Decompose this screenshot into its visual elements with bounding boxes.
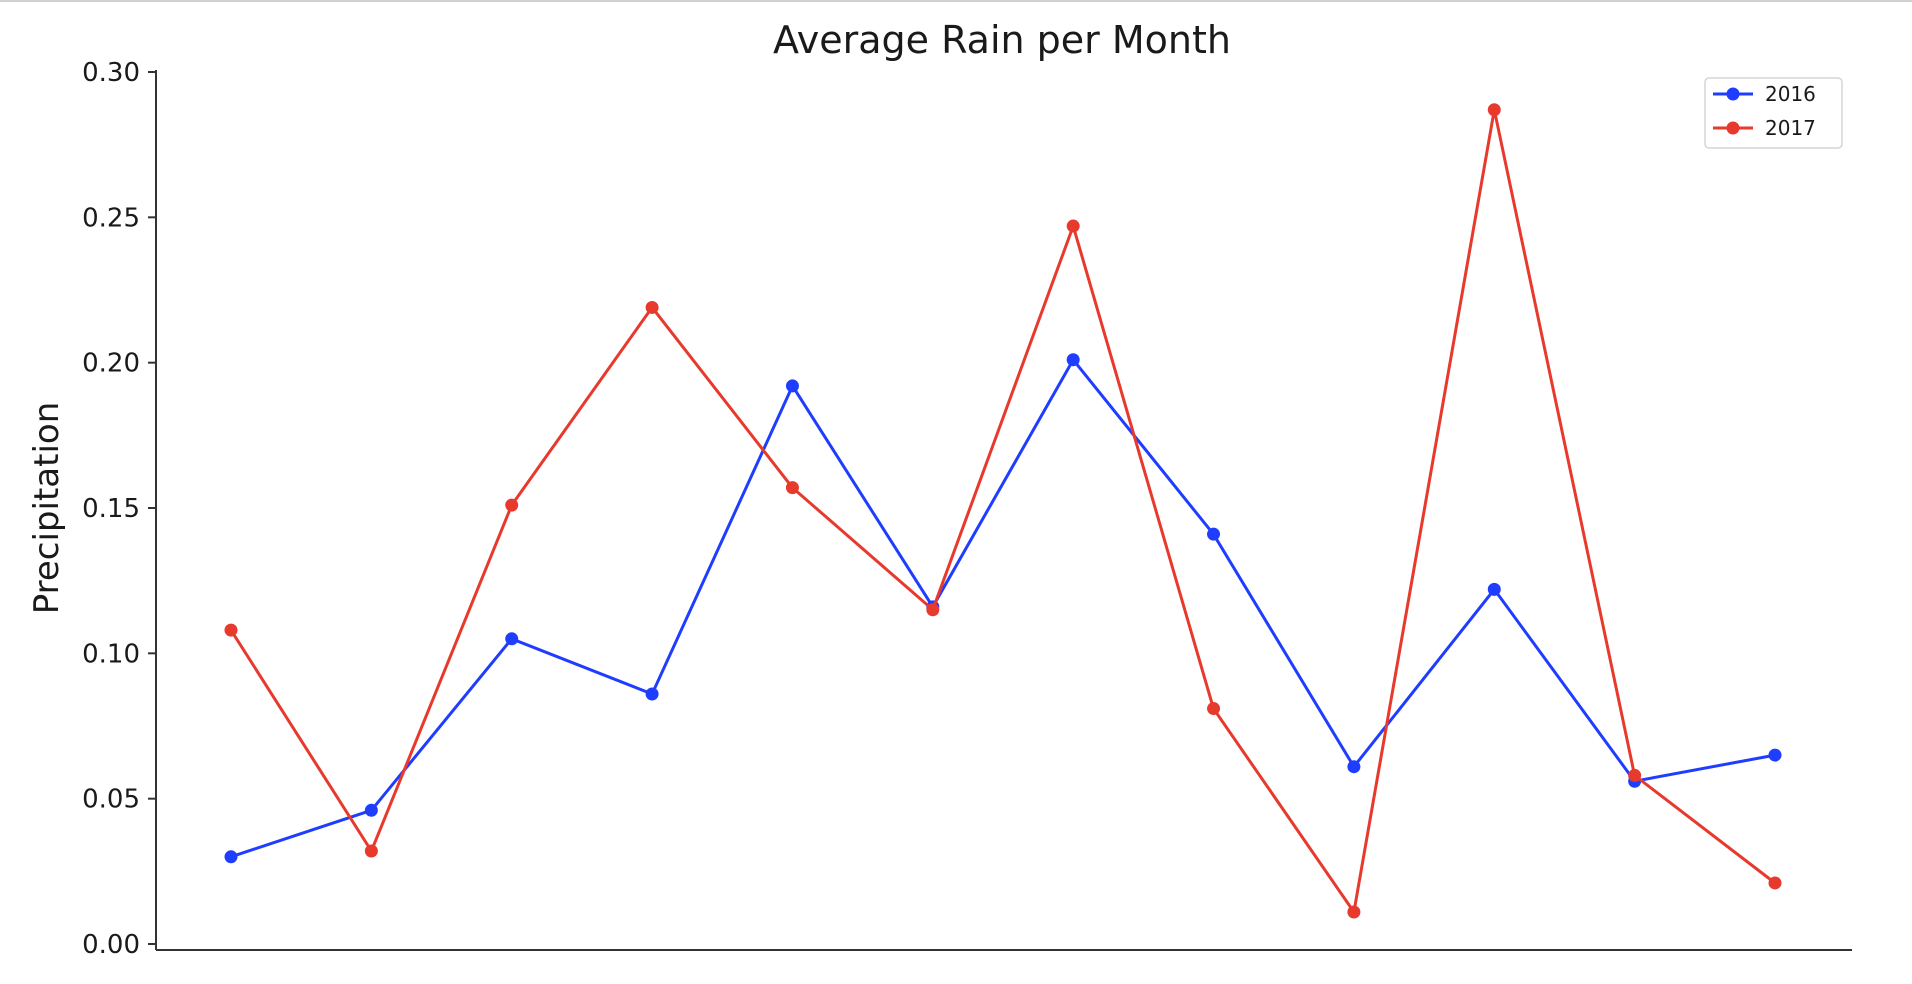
data-point-2017 <box>505 498 519 512</box>
legend-marker-2017 <box>1726 121 1740 135</box>
data-point-2016 <box>1768 748 1782 762</box>
series-line-2016 <box>230 357 1776 859</box>
axes <box>155 70 1852 951</box>
data-point-2016 <box>645 687 659 701</box>
y-tick-label: 0.25 <box>82 203 140 233</box>
data-point-2016 <box>505 632 519 646</box>
y-axis-ticks: 0.00 0.05 0.10 0.15 0.20 0.25 0.30 <box>82 58 156 960</box>
y-tick-label: 0.30 <box>82 58 140 88</box>
data-point-2016 <box>1066 353 1080 367</box>
data-point-2017 <box>1207 702 1221 716</box>
y-axis-label: Precipitation <box>27 402 67 615</box>
data-point-2017 <box>926 603 940 617</box>
data-point-2016 <box>1487 582 1501 596</box>
legend-label-2016: 2016 <box>1765 82 1816 106</box>
legend-marker-2016 <box>1726 87 1740 101</box>
legend: 2016 2017 <box>1704 77 1843 149</box>
data-point-2017 <box>364 844 378 858</box>
data-point-2016 <box>224 850 238 864</box>
data-point-2016 <box>785 379 799 393</box>
data-point-2017 <box>1768 876 1782 890</box>
chart-title: Average Rain per Month <box>773 18 1231 62</box>
data-point-2017 <box>1628 768 1642 782</box>
data-point-2016 <box>364 803 378 817</box>
y-tick-label: 0.10 <box>82 639 140 669</box>
series-line-2017 <box>229 109 1776 916</box>
data-point-2017 <box>645 300 659 314</box>
data-point-2017 <box>1066 219 1080 233</box>
series-layer <box>224 103 1782 919</box>
legend-items: 2016 2017 <box>1713 82 1816 140</box>
legend-label-2017: 2017 <box>1765 116 1816 140</box>
y-tick-label: 0.20 <box>82 349 140 379</box>
data-point-2017 <box>224 623 238 637</box>
data-point-2017 <box>1347 905 1361 919</box>
data-point-2017 <box>1487 103 1501 117</box>
y-tick-label: 0.15 <box>82 494 140 524</box>
data-point-2016 <box>1347 760 1361 774</box>
data-point-2017 <box>785 481 799 495</box>
y-tick-label: 0.05 <box>82 785 140 815</box>
data-point-2016 <box>1207 527 1221 541</box>
y-tick-label: 0.00 <box>82 930 140 960</box>
